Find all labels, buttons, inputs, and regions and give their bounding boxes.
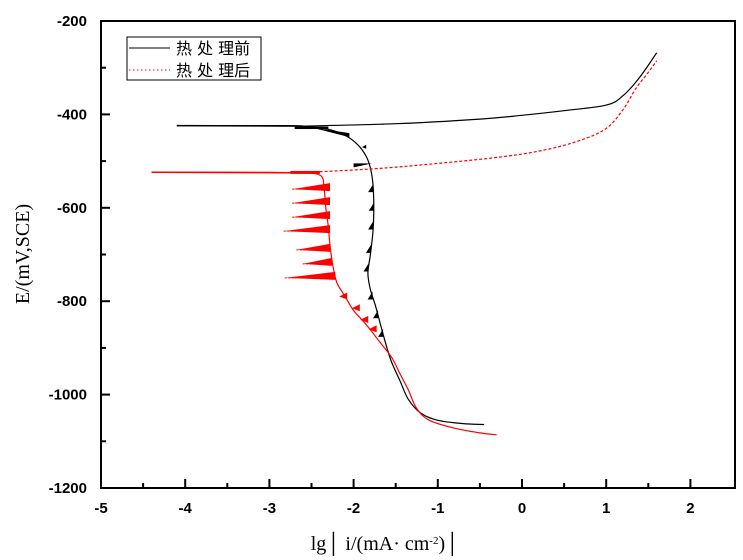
y-axis-ticks: -200 -400 -600 -800 -1000 -1200 [49, 13, 110, 497]
series-1-noise-spike [362, 144, 367, 149]
series-2-noise-spike [292, 197, 331, 206]
y-tick-label: -600 [57, 200, 87, 217]
legend-label-after: 热 处 理后 [176, 61, 250, 80]
series-2-noise-spike [283, 225, 331, 234]
x-axis-ticks: -5 -4 -3 -2 -1 0 1 2 [94, 479, 695, 517]
x-tick-label: -4 [179, 500, 193, 517]
series-2-noise-spike [284, 271, 336, 280]
series-1-noise-spike [363, 263, 369, 272]
y-tick-label: -400 [57, 106, 87, 123]
x-axis-title: lg│ i/(mA· cm-2)│ [311, 531, 460, 557]
series-1-noise-spike [378, 328, 384, 337]
y-tick-label: -800 [57, 293, 87, 310]
plot-frame [100, 20, 736, 489]
series-1-noise-band [294, 126, 329, 130]
series-1-noise-spike [353, 163, 373, 168]
x-tick-label: -2 [347, 500, 360, 517]
series-2-noise-spike [360, 315, 369, 323]
series-2-noise-spike [339, 292, 348, 300]
series-2-noise-spike [296, 243, 331, 252]
series-2-noise-spike [292, 183, 331, 192]
legend: 热 处 理前 热 处 理后 [126, 36, 262, 81]
series-1-noise-spike [373, 310, 379, 319]
series-2-noise-spike [368, 325, 377, 333]
y-axis-title: E/(mV,SCE) [12, 204, 34, 304]
x-tick-label: -1 [431, 500, 444, 517]
x-tick-label: -3 [263, 500, 276, 517]
legend-label-before: 热 处 理前 [176, 39, 250, 58]
series-1-noise-spike [368, 221, 374, 230]
series-2-noise-band [290, 170, 320, 174]
series-1-noise-spike [367, 291, 373, 300]
series-2-cathodic-line [151, 171, 497, 436]
x-tick-label: -5 [94, 500, 107, 517]
series-2-noise-spike [292, 211, 331, 220]
series-1-noise-spike [368, 202, 374, 211]
series-1-anodic-line [303, 52, 658, 127]
series-1-noise-spike [311, 127, 350, 138]
series-1-noise-spike [365, 244, 371, 253]
legend-box [126, 36, 262, 81]
y-tick-label: -1000 [49, 387, 87, 404]
series-1-noise-spike [368, 184, 374, 193]
x-tick-label: 0 [518, 500, 526, 517]
series-2-noise-spike [351, 304, 360, 312]
x-tick-label: 2 [686, 500, 694, 517]
x-tick-label: 1 [602, 500, 610, 517]
series-2-anodic-line [294, 60, 658, 174]
y-tick-label: -1200 [49, 480, 87, 497]
plot-area [151, 52, 658, 436]
series-2-noise-spike [302, 257, 333, 266]
y-tick-label: -200 [57, 13, 87, 30]
